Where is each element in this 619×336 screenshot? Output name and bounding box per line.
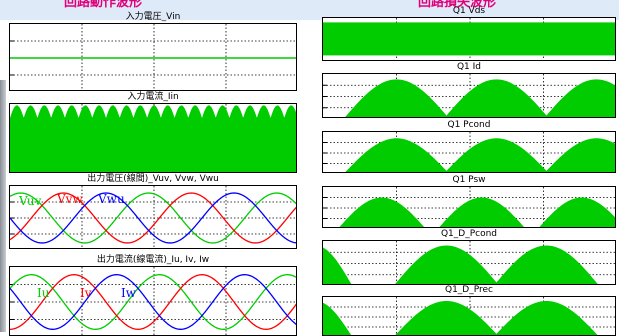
label-vwu: Vwu [98,192,125,206]
series-pcond-burst-0 [345,138,448,172]
chart-iout [9,266,297,336]
plot-title-vin: 入力電圧_Vin [125,12,181,22]
plot-title-vds: Q1 Vds [452,6,486,16]
chart-iin [9,103,297,173]
series-vwu-line [10,192,296,244]
series-id-burst-2 [545,79,615,117]
series-psw-burst-0 [339,197,425,227]
title-band [0,0,619,20]
plot-title-d-prec: Q1_D_Prec [445,285,493,295]
label-vvw: Vvw [57,192,83,206]
series-vds-band [323,22,615,56]
series-vuv-line [10,192,296,244]
plot-title-pcond: Q1 Pcond [447,120,491,130]
series-psw-burst-1 [439,197,525,227]
plot-title-vout: 出力電圧(線間)_Vuv, Vvw, Vwu [87,174,219,184]
chart-psw [322,186,616,228]
series-d_prec-burst-2 [495,301,598,335]
series-pcond-burst-1 [445,138,548,172]
series-iv-line [10,274,296,330]
chart-pcond [322,131,616,173]
plot-title-iout: 出力電流(線電流)_Iu, Iv, Iw [96,255,210,265]
chart-vin [9,23,297,91]
series-id-burst-1 [445,79,548,117]
series-vvw-line [10,192,296,244]
series-iu-line [10,274,296,330]
label-vuv: Vuv [19,194,42,208]
series-d_pcond-burst-0 [323,247,352,284]
series-pcond-burst-2 [545,138,615,172]
plot-title-psw: Q1 Psw [452,175,486,185]
section-title-loss: 回路損失波形 [418,0,497,10]
section-title-operation: 回路動作波形 [64,0,143,10]
chart-id [322,73,616,118]
chart-d-pcond [322,240,616,285]
series-iw-line [10,274,296,330]
plot-title-iin: 入力電流_Iin [127,92,179,102]
series-psw-burst-2 [539,197,615,227]
plot-title-d-pcond: Q1_D_Pcond [440,229,498,239]
series-d_prec-burst-1 [395,301,498,335]
chart-d-prec [322,296,616,336]
chart-vds [322,17,616,61]
series-iin-area [10,105,296,172]
series-d_pcond-burst-1 [395,245,498,284]
series-id-burst-0 [345,79,448,117]
chart-vout [9,185,297,249]
series-d_pcond-burst-2 [495,245,598,284]
label-iw: Iw [121,286,137,300]
plot-title-id: Q1 Id [456,62,482,72]
label-iu: Iu [37,286,50,300]
series-d_prec-burst-0 [323,302,352,335]
side-decoration [0,80,6,332]
label-iv: Iv [80,286,92,300]
